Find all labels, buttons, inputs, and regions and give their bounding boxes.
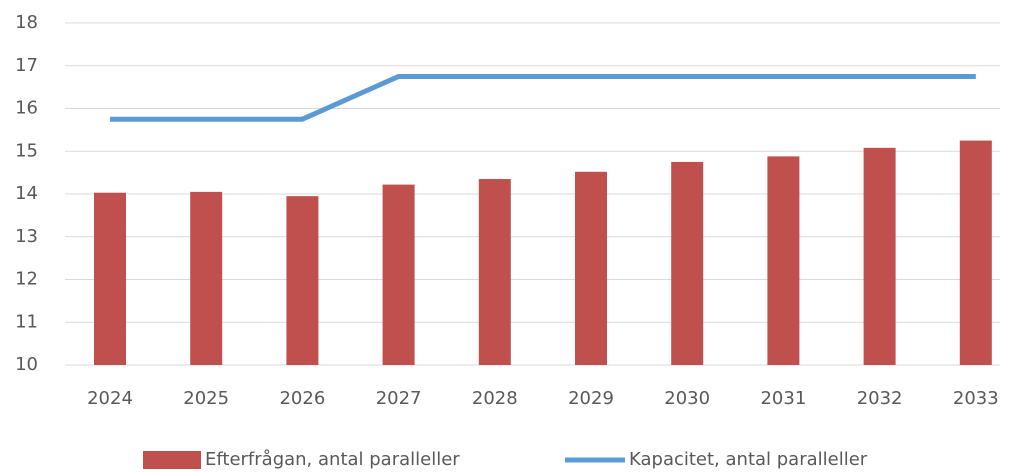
y-tick-label: 11 <box>15 311 38 332</box>
legend-label: Efterfrågan, antal paralleller <box>205 449 460 470</box>
x-tick-label: 2028 <box>472 388 518 409</box>
x-tick-label: 2026 <box>279 388 325 409</box>
x-tick-label: 2029 <box>568 388 614 409</box>
bar <box>286 196 319 365</box>
y-tick-label: 16 <box>15 98 38 119</box>
x-tick-label: 2027 <box>376 388 422 409</box>
line <box>110 73 976 122</box>
bar <box>671 161 704 365</box>
y-tick-label: 18 <box>15 12 38 33</box>
bar <box>767 156 800 365</box>
bar <box>575 171 607 365</box>
x-tick-label: 2033 <box>953 388 999 409</box>
bar <box>382 184 415 365</box>
legend-swatch <box>143 451 201 469</box>
y-tick-label: 12 <box>15 269 38 290</box>
y-tick-label: 17 <box>15 55 38 76</box>
bar <box>959 140 992 365</box>
y-tick-label: 14 <box>15 183 38 204</box>
bar <box>190 191 223 365</box>
x-tick-label: 2032 <box>857 388 903 409</box>
y-tick-label: 13 <box>15 226 38 247</box>
legend-label: Kapacitet, antal paralleller <box>629 449 868 470</box>
x-tick-label: 2025 <box>183 388 229 409</box>
x-tick-label: 2031 <box>760 388 806 409</box>
x-tick-label: 2030 <box>664 388 710 409</box>
x-tick-label: 2024 <box>87 388 133 409</box>
bar <box>94 192 126 365</box>
bar <box>478 179 511 365</box>
y-tick-label: 10 <box>15 354 38 375</box>
bar <box>863 147 896 365</box>
y-tick-label: 15 <box>15 140 38 161</box>
